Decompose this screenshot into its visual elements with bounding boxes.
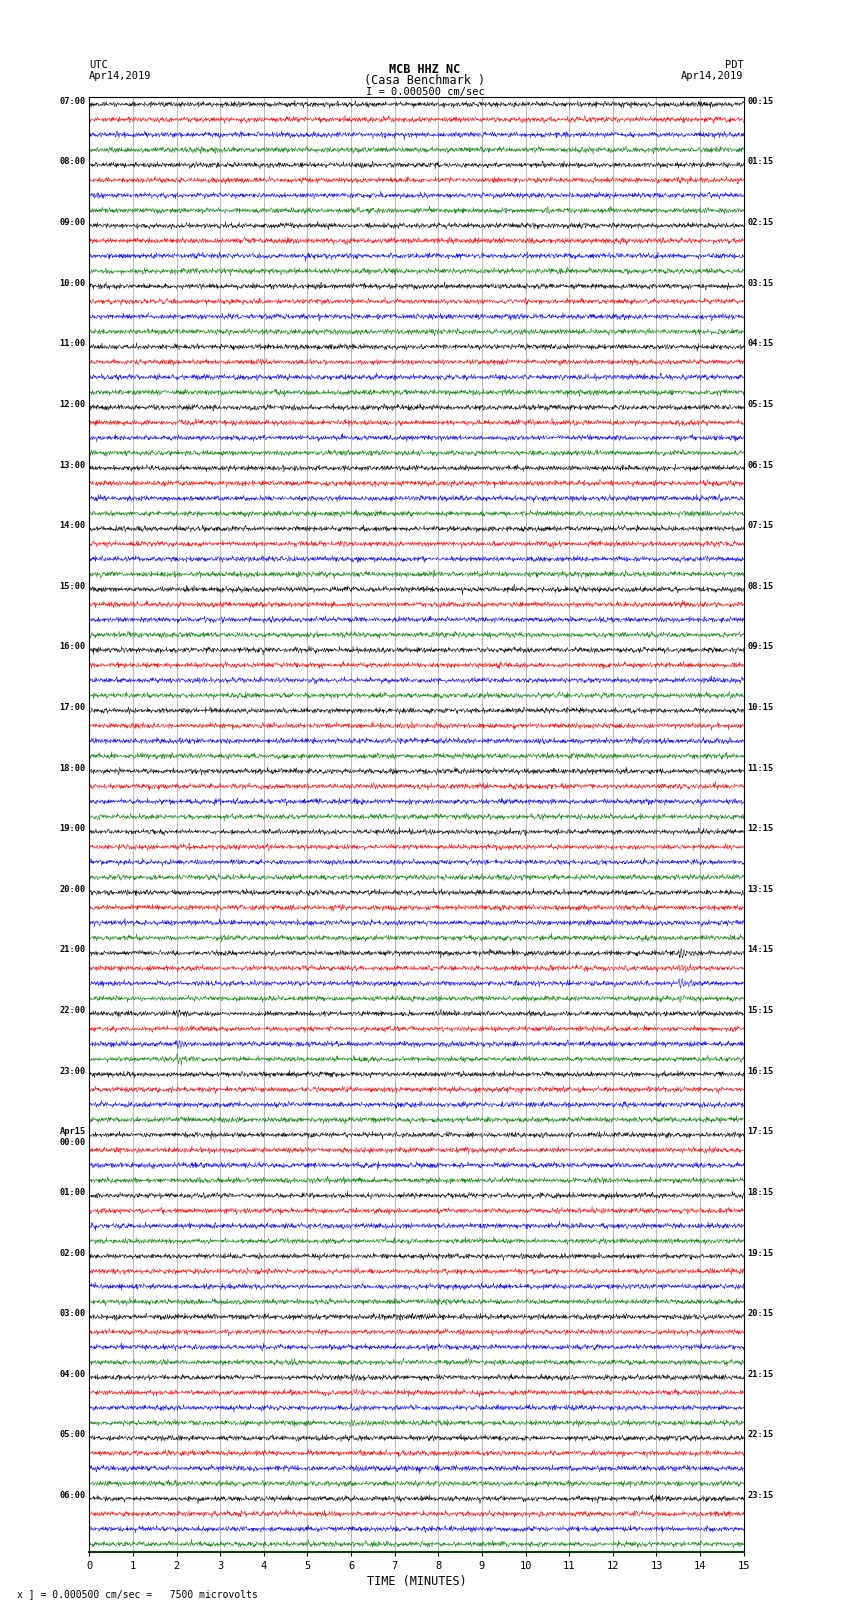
Text: I = 0.000500 cm/sec: I = 0.000500 cm/sec	[366, 87, 484, 97]
Text: Apr14,2019: Apr14,2019	[89, 71, 152, 81]
Text: 02:15: 02:15	[747, 218, 774, 227]
Text: 03:00: 03:00	[60, 1310, 86, 1318]
Text: 20:00: 20:00	[60, 886, 86, 894]
Text: 16:00: 16:00	[60, 642, 86, 652]
Text: x ] = 0.000500 cm/sec =   7500 microvolts: x ] = 0.000500 cm/sec = 7500 microvolts	[17, 1589, 258, 1598]
Text: 00:15: 00:15	[747, 97, 774, 106]
Text: 05:15: 05:15	[747, 400, 774, 408]
Text: 08:00: 08:00	[60, 158, 86, 166]
Text: 09:15: 09:15	[747, 642, 774, 652]
Text: 16:15: 16:15	[747, 1066, 774, 1076]
Text: 12:00: 12:00	[60, 400, 86, 408]
Text: 15:00: 15:00	[60, 582, 86, 590]
Text: 10:15: 10:15	[747, 703, 774, 711]
Text: 14:00: 14:00	[60, 521, 86, 531]
Text: (Casa Benchmark ): (Casa Benchmark )	[365, 74, 485, 87]
Text: 05:00: 05:00	[60, 1431, 86, 1439]
Text: 06:15: 06:15	[747, 461, 774, 469]
Text: 23:15: 23:15	[747, 1490, 774, 1500]
Text: 13:00: 13:00	[60, 461, 86, 469]
Text: 09:00: 09:00	[60, 218, 86, 227]
Text: 06:00: 06:00	[60, 1490, 86, 1500]
Text: 01:15: 01:15	[747, 158, 774, 166]
Text: 19:15: 19:15	[747, 1248, 774, 1258]
Text: UTC: UTC	[89, 60, 108, 69]
Text: 18:15: 18:15	[747, 1187, 774, 1197]
Text: Apr15
00:00: Apr15 00:00	[60, 1127, 86, 1147]
Text: 07:00: 07:00	[60, 97, 86, 106]
Text: 07:15: 07:15	[747, 521, 774, 531]
Text: 11:15: 11:15	[747, 763, 774, 773]
Text: 19:00: 19:00	[60, 824, 86, 834]
Text: PDT: PDT	[725, 60, 744, 69]
Text: 04:00: 04:00	[60, 1369, 86, 1379]
Text: 21:00: 21:00	[60, 945, 86, 955]
Text: 17:00: 17:00	[60, 703, 86, 711]
Text: 02:00: 02:00	[60, 1248, 86, 1258]
Text: 15:15: 15:15	[747, 1007, 774, 1015]
Text: 04:15: 04:15	[747, 339, 774, 348]
Text: 14:15: 14:15	[747, 945, 774, 955]
Text: 20:15: 20:15	[747, 1310, 774, 1318]
Text: 10:00: 10:00	[60, 279, 86, 287]
Text: 21:15: 21:15	[747, 1369, 774, 1379]
Text: Apr14,2019: Apr14,2019	[681, 71, 744, 81]
Text: 17:15: 17:15	[747, 1127, 774, 1136]
Text: 13:15: 13:15	[747, 886, 774, 894]
Text: 03:15: 03:15	[747, 279, 774, 287]
Text: 12:15: 12:15	[747, 824, 774, 834]
Text: 01:00: 01:00	[60, 1187, 86, 1197]
Text: 08:15: 08:15	[747, 582, 774, 590]
Text: 23:00: 23:00	[60, 1066, 86, 1076]
X-axis label: TIME (MINUTES): TIME (MINUTES)	[366, 1574, 467, 1587]
Text: MCB HHZ NC: MCB HHZ NC	[389, 63, 461, 76]
Text: 11:00: 11:00	[60, 339, 86, 348]
Text: 22:15: 22:15	[747, 1431, 774, 1439]
Text: 22:00: 22:00	[60, 1007, 86, 1015]
Text: 18:00: 18:00	[60, 763, 86, 773]
